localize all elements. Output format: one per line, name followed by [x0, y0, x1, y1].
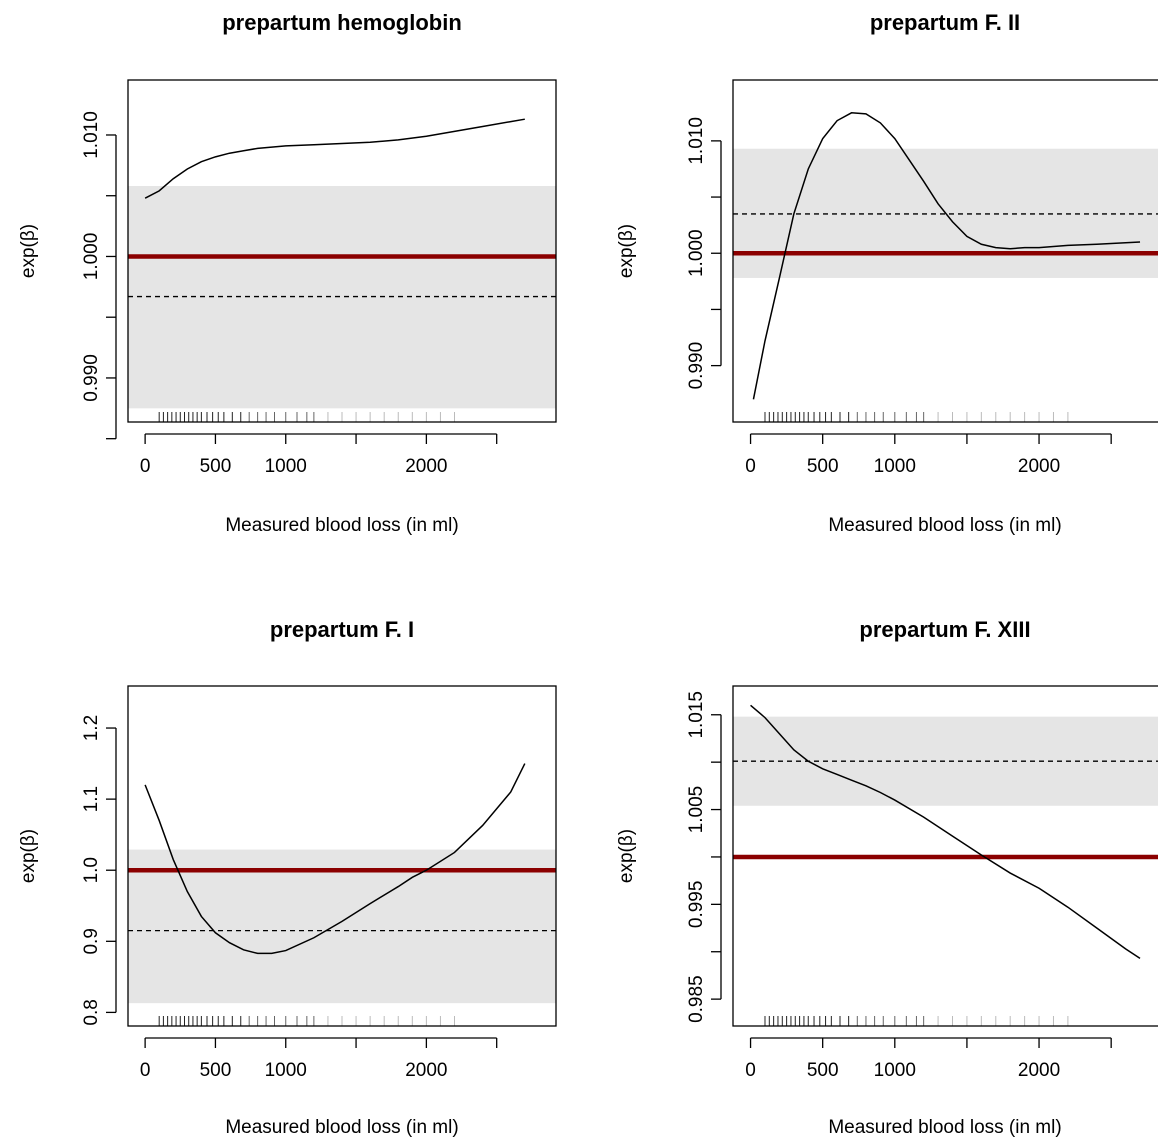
- plot-frame: [127, 685, 557, 1027]
- x-axis-label: Measured blood loss (in ml): [225, 1117, 458, 1138]
- y-tick-label: 1.000: [81, 233, 102, 281]
- y-tick-label: 0.990: [81, 354, 102, 402]
- x-tick-label: 0: [140, 456, 151, 477]
- x-tick-label: 500: [200, 1060, 232, 1081]
- series-line: [752, 112, 1141, 400]
- x-tick-label: 0: [745, 1060, 756, 1081]
- x-tick-label: 500: [807, 456, 839, 477]
- plot-frame: [127, 79, 557, 423]
- chart-title: prepartum F. II: [870, 10, 1020, 35]
- x-tick-label: 1000: [874, 1060, 916, 1081]
- panel-1: 0 500 1000 2000 0.990 1.000 1.010 prepartum hem…: [18, 10, 557, 536]
- ci-band: [128, 186, 556, 409]
- x-tick-label: 2000: [405, 456, 447, 477]
- plot-area: [128, 763, 556, 1026]
- y-axis-label: exp(β): [18, 224, 39, 278]
- x-axis-label: Measured blood loss (in ml): [225, 515, 458, 536]
- plot-frame: [732, 685, 1158, 1027]
- series-line: [144, 118, 525, 199]
- y-tick-label: 1.1: [81, 786, 102, 812]
- x-tick-label: 2000: [405, 1060, 447, 1081]
- plot-area: [128, 118, 556, 422]
- series-line: [750, 704, 1141, 959]
- y-tick-label: 1.015: [686, 691, 707, 739]
- ci-band: [128, 849, 556, 1004]
- x-tick-label: 0: [140, 1060, 151, 1081]
- x-axis-label: Measured blood loss (in ml): [828, 1117, 1061, 1138]
- x-tick-label: 2000: [1018, 456, 1060, 477]
- y-axis-label: exp(β): [616, 829, 637, 883]
- x-tick-label: 1000: [874, 456, 916, 477]
- y-tick-label: 0.9: [81, 928, 102, 954]
- y-tick-label: 1.010: [81, 111, 102, 159]
- x-axis-label: Measured blood loss (in ml): [828, 515, 1061, 536]
- panel-4: 0 500 1000 2000 0.985 0.995 1.005 1.015 prepartu…: [616, 617, 1158, 1138]
- x-tick-label: 500: [200, 456, 232, 477]
- y-tick-label: 1.2: [81, 715, 102, 741]
- y-axis-label: exp(β): [616, 224, 637, 278]
- chart-title: prepartum hemoglobin: [222, 10, 462, 35]
- y-tick-label: 0.990: [686, 342, 707, 390]
- y-tick-label: 0.8: [81, 999, 102, 1025]
- y-tick-label: 1.005: [686, 786, 707, 834]
- y-tick-label: 0.995: [686, 881, 707, 929]
- plot-frame: [732, 79, 1158, 423]
- x-tick-label: 1000: [265, 1060, 307, 1081]
- plot-area: [733, 704, 1158, 1026]
- series-line: [144, 763, 526, 955]
- panel-3: 0 500 1000 2000 0.8 0.9 1.0 1.1 1.2 prepartum F. …: [18, 617, 557, 1138]
- y-tick-label: 1.010: [686, 117, 707, 165]
- chart-title: prepartum F. XIII: [859, 617, 1030, 642]
- x-tick-label: 500: [807, 1060, 839, 1081]
- plot-area: [733, 112, 1158, 422]
- y-axis-label: exp(β): [18, 829, 39, 883]
- x-tick-label: 1000: [265, 456, 307, 477]
- panel-2: 0 500 1000 2000 0.990 1.000 1.010 prepartum F. …: [616, 10, 1158, 536]
- y-tick-label: 1.0: [81, 857, 102, 883]
- x-tick-label: 0: [745, 456, 756, 477]
- y-tick-label: 0.985: [686, 975, 707, 1023]
- x-tick-label: 2000: [1018, 1060, 1060, 1081]
- chart-title: prepartum F. I: [270, 617, 414, 642]
- y-tick-label: 1.000: [686, 229, 707, 277]
